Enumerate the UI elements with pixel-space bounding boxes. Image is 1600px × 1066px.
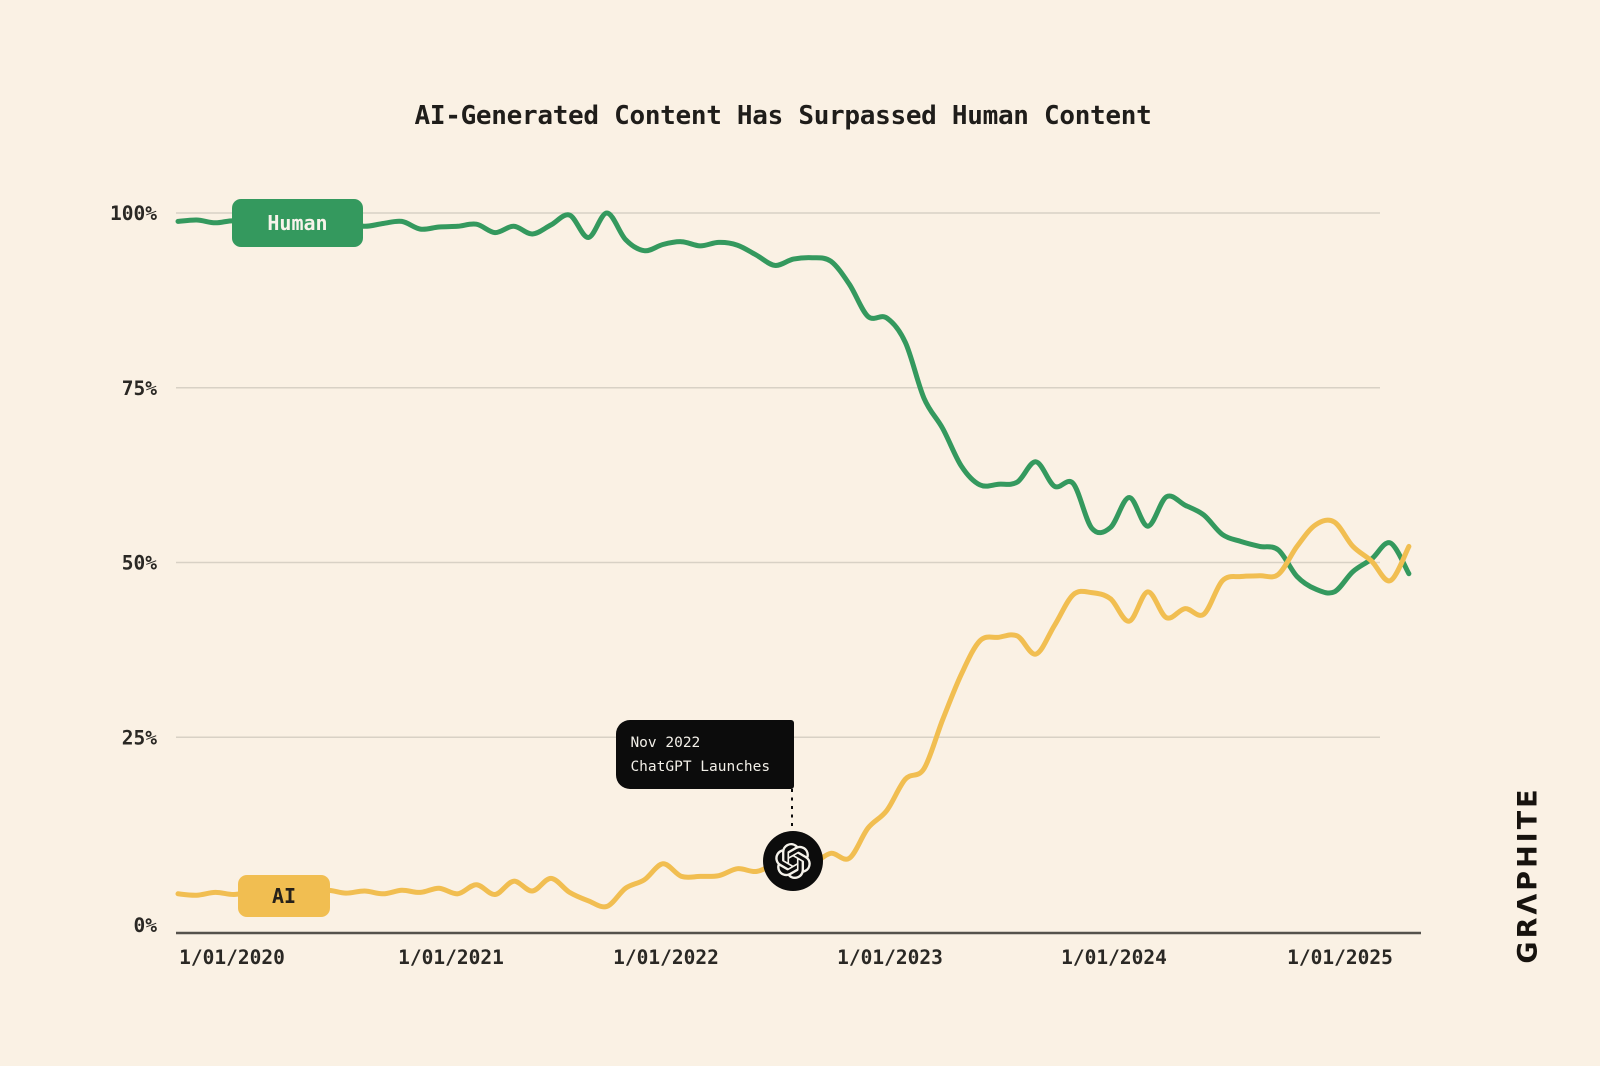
openai-logo-icon bbox=[775, 842, 812, 879]
y-axis-label-100%: 100% bbox=[110, 202, 157, 225]
graphite-watermark: GRΛPHITE bbox=[1512, 786, 1544, 964]
annotation-callout: Nov 2022 ChatGPT Launches bbox=[616, 719, 795, 789]
x-axis-label-2025: 1/01/2025 bbox=[1287, 946, 1393, 969]
x-axis-label-2023: 1/01/2023 bbox=[837, 946, 943, 969]
annotation-connector-line bbox=[790, 788, 794, 831]
x-axis-label-2021: 1/01/2021 bbox=[398, 946, 504, 969]
y-axis-label-75%: 75% bbox=[122, 377, 157, 400]
legend-badge-ai-label: AI bbox=[271, 884, 297, 908]
legend-badge-ai: AI bbox=[238, 875, 330, 917]
legend-badge-human: Human bbox=[232, 199, 363, 247]
y-axis-label-50%: 50% bbox=[122, 552, 157, 575]
y-axis-label-25%: 25% bbox=[122, 726, 157, 749]
annotation-marker bbox=[763, 830, 824, 891]
legend-badge-human-label: Human bbox=[267, 211, 328, 235]
x-axis-label-2020: 1/01/2020 bbox=[179, 946, 285, 969]
chart-title: AI-Generated Content Has Surpassed Human… bbox=[414, 101, 1152, 131]
x-axis-label-2024: 1/01/2024 bbox=[1061, 946, 1167, 969]
annotation-line2: ChatGPT Launches bbox=[630, 758, 771, 775]
series-line-human bbox=[175, 210, 1412, 596]
annotation-line1: Nov 2022 bbox=[630, 734, 701, 751]
x-axis-label-2022: 1/01/2022 bbox=[613, 946, 719, 969]
y-axis-label-0%: 0% bbox=[134, 914, 158, 937]
